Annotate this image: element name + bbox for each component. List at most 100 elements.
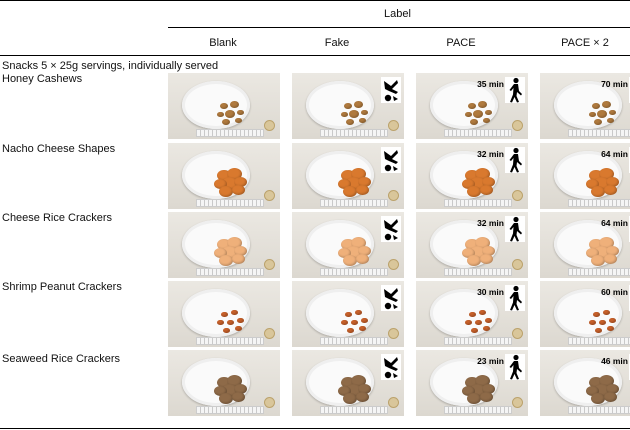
food-piece [608, 317, 616, 324]
snack-photo-fake [292, 73, 404, 139]
top-rule [0, 0, 630, 1]
label-rule [168, 27, 630, 28]
food-piece [216, 111, 224, 118]
food-piece [482, 325, 490, 332]
food-piece [337, 385, 351, 396]
ruler [320, 199, 388, 207]
food-piece [219, 393, 233, 405]
plate [306, 220, 374, 268]
food-piece [468, 311, 476, 318]
coin [264, 190, 275, 201]
food-piece [219, 255, 233, 267]
plate [554, 151, 622, 199]
food-piece [231, 391, 245, 402]
ruler [196, 268, 264, 276]
coin [388, 397, 399, 408]
snack-photo-pace: 35 min [416, 73, 528, 139]
coin [512, 259, 523, 270]
ruler [196, 129, 264, 137]
food-piece [474, 319, 482, 326]
food-piece [346, 327, 354, 334]
food-piece [479, 253, 493, 264]
ruler [196, 199, 264, 207]
food-piece [233, 176, 247, 187]
coin [264, 397, 275, 408]
snack-photo-fake [292, 143, 404, 209]
food-piece [606, 117, 614, 124]
snack-photo-fake [292, 212, 404, 278]
plate [554, 358, 622, 406]
snack-photo-blank [168, 73, 280, 139]
plate [554, 220, 622, 268]
plate [430, 81, 498, 129]
pace-minutes: 30 min [477, 287, 504, 297]
ruler [444, 129, 512, 137]
food-piece [337, 247, 351, 258]
coin [512, 328, 523, 339]
food-piece [465, 170, 479, 182]
food-piece [482, 117, 490, 124]
food-piece [236, 109, 244, 116]
plate [182, 151, 250, 199]
plate [306, 151, 374, 199]
snack-photo-fake [292, 350, 404, 416]
snack-photo-blank [168, 281, 280, 347]
pace-minutes: 23 min [477, 356, 504, 366]
food-piece [585, 247, 599, 258]
header-rule [0, 55, 630, 56]
food-piece [231, 253, 245, 264]
food-piece [461, 247, 475, 258]
plate [430, 358, 498, 406]
col-header-fake: Fake [324, 37, 350, 49]
coin [388, 328, 399, 339]
snack-photo-pace2: 60 min [540, 281, 630, 347]
food-piece [360, 109, 368, 116]
ruler [320, 129, 388, 137]
food-piece [344, 103, 352, 110]
food-piece [226, 319, 234, 326]
snack-photo-fake [292, 281, 404, 347]
fake-label-icon [381, 354, 401, 380]
food-piece [349, 110, 359, 118]
food-piece [343, 186, 357, 198]
food-piece [594, 119, 602, 126]
food-piece [357, 383, 371, 394]
food-piece [213, 178, 227, 189]
coin [388, 190, 399, 201]
food-piece [465, 377, 479, 389]
food-piece [464, 319, 472, 326]
snack-name: Honey Cashews [2, 73, 83, 85]
food-piece [479, 184, 493, 195]
food-piece [585, 385, 599, 396]
food-piece [219, 186, 233, 198]
food-piece [605, 176, 619, 187]
food-piece [484, 109, 492, 116]
food-piece [222, 119, 230, 126]
food-piece [601, 100, 611, 108]
ruler [568, 337, 630, 345]
food-piece [468, 103, 476, 110]
ruler [568, 199, 630, 207]
ruler [568, 268, 630, 276]
food-piece [355, 391, 369, 402]
snack-photo-pace: 30 min [416, 281, 528, 347]
plate [306, 289, 374, 337]
label-header: Label [384, 8, 411, 20]
food-piece [467, 186, 481, 198]
food-piece [234, 325, 242, 332]
plate [430, 151, 498, 199]
food-piece [589, 239, 603, 251]
food-piece [603, 184, 617, 195]
coin [388, 259, 399, 270]
food-piece [340, 111, 348, 118]
food-piece [602, 309, 610, 316]
plate [430, 289, 498, 337]
food-piece [343, 393, 357, 405]
bottom-rule [0, 428, 630, 429]
food-piece [225, 110, 235, 118]
food-piece [230, 309, 238, 316]
col-header-blank: Blank [209, 37, 237, 49]
pace-minutes: 32 min [477, 218, 504, 228]
plate [182, 358, 250, 406]
food-piece [467, 393, 481, 405]
